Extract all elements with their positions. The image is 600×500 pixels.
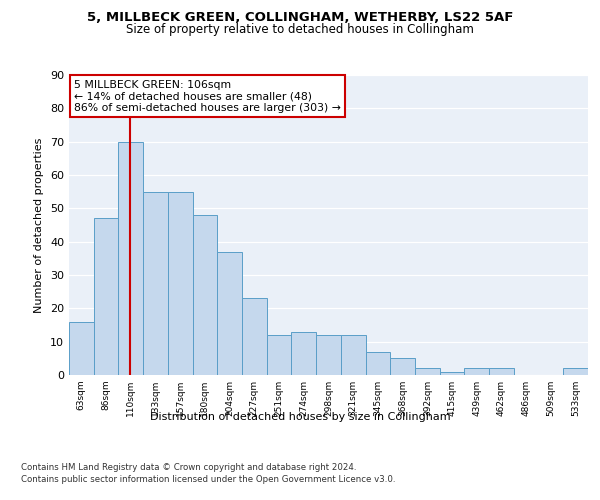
Bar [143,192,168,375]
Bar [316,335,341,375]
Bar [217,252,242,375]
Bar [415,368,440,375]
Bar [193,215,217,375]
Bar [69,322,94,375]
Bar [464,368,489,375]
Bar [168,192,193,375]
Bar [440,372,464,375]
Bar [292,332,316,375]
Text: 5, MILLBECK GREEN, COLLINGHAM, WETHERBY, LS22 5AF: 5, MILLBECK GREEN, COLLINGHAM, WETHERBY,… [87,11,513,24]
Bar [118,142,143,375]
Bar [390,358,415,375]
Text: Distribution of detached houses by size in Collingham: Distribution of detached houses by size … [149,412,451,422]
Bar [341,335,365,375]
Text: Contains HM Land Registry data © Crown copyright and database right 2024.: Contains HM Land Registry data © Crown c… [21,462,356,471]
Bar [365,352,390,375]
Bar [267,335,292,375]
Text: Contains public sector information licensed under the Open Government Licence v3: Contains public sector information licen… [21,475,395,484]
Bar [242,298,267,375]
Y-axis label: Number of detached properties: Number of detached properties [34,138,44,312]
Bar [563,368,588,375]
Bar [489,368,514,375]
Text: Size of property relative to detached houses in Collingham: Size of property relative to detached ho… [126,22,474,36]
Text: 5 MILLBECK GREEN: 106sqm
← 14% of detached houses are smaller (48)
86% of semi-d: 5 MILLBECK GREEN: 106sqm ← 14% of detach… [74,80,341,112]
Bar [94,218,118,375]
